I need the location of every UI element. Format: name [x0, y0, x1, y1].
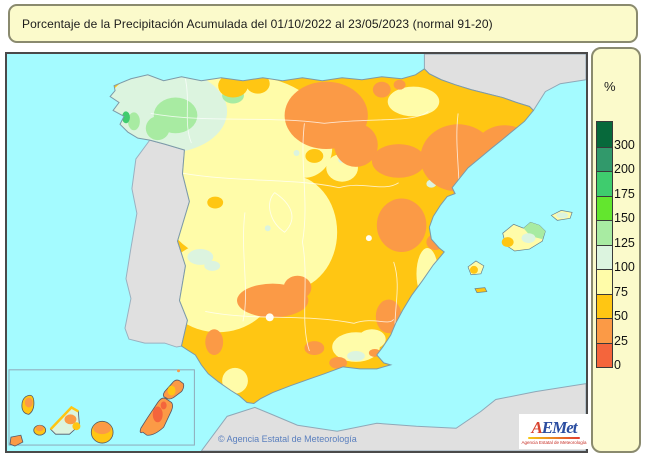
legend-color-block — [597, 293, 612, 318]
legend-color-block — [597, 122, 612, 147]
legend-tick-label: 50 — [614, 309, 628, 323]
aemet-logo-text: AEMet — [531, 417, 578, 437]
legend-tick-label: 125 — [614, 235, 635, 250]
island-el-hierro — [9, 434, 24, 447]
map-frame: © Agencia Estatal de Meteorología AEMet … — [5, 52, 589, 453]
legend-tick-label: 150 — [614, 211, 635, 225]
legend-color-bar — [596, 121, 613, 368]
balearic-islands — [467, 210, 573, 293]
legend-tick-label: 0 — [614, 358, 621, 372]
island-islet — [177, 369, 181, 373]
legend-tick-label: 100 — [614, 260, 635, 274]
legend-unit-label: % — [604, 79, 616, 94]
legend-tick-label: 25 — [614, 333, 628, 348]
legend-color-block — [597, 220, 612, 245]
legend-color-block — [597, 342, 612, 367]
legend-panel: % 300 200 175 150 125 100 75 50 25 0 — [591, 47, 641, 453]
island-formentera — [474, 287, 488, 293]
legend-color-block — [597, 146, 612, 171]
precipitation-map — [7, 54, 586, 451]
legend-color-block — [597, 171, 612, 196]
legend-color-block — [597, 195, 612, 220]
legend-tick-label: 175 — [614, 186, 635, 201]
aemet-logo-initial: A — [531, 417, 542, 437]
legend-tick-label: 300 — [614, 137, 635, 152]
aemet-logo-rest: EMet — [541, 417, 578, 437]
page-title: Porcentaje de la Precipitación Acumulada… — [22, 16, 493, 31]
legend-tick-label: 200 — [614, 162, 635, 176]
aemet-logo: AEMet Agencia Estatal de Meteorología — [519, 414, 589, 449]
legend-color-block — [597, 269, 612, 294]
region-africa — [200, 383, 586, 451]
inset-border — [8, 369, 195, 446]
title-bar: Porcentaje de la Precipitación Acumulada… — [8, 4, 638, 43]
map-attribution: © Agencia Estatal de Meteorología — [218, 434, 357, 444]
legend-color-block — [597, 318, 612, 343]
canary-islands-inset — [8, 369, 195, 447]
aemet-logo-swoosh — [528, 436, 580, 439]
legend-tick-label: 75 — [614, 284, 628, 299]
legend-ticks: 300 200 175 150 125 100 75 50 25 0 — [614, 121, 641, 373]
legend-color-block — [597, 244, 612, 269]
aemet-logo-tagline: Agencia Estatal de Meteorología — [521, 439, 587, 445]
